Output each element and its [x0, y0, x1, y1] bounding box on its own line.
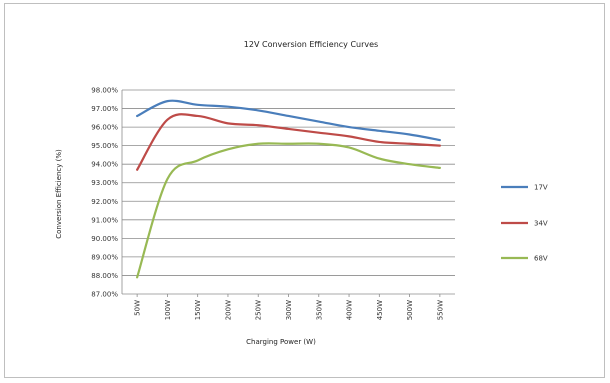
x-tick-label: 250W [255, 300, 263, 320]
series-line-68v [136, 142, 441, 279]
y-tick-label: 95.00% [91, 142, 118, 150]
x-tick-label: 350W [315, 300, 323, 320]
x-tick-labels: 50W 100W 150W 200W 250W 300W 350W 400W 450W 500W 5… [134, 300, 445, 320]
x-tick-label: 200W [224, 300, 232, 320]
x-axis-title: Charging Power (W) [246, 338, 316, 346]
series-line-17v [136, 99, 441, 142]
grid-layer [121, 89, 455, 297]
x-tick-label: 150W [194, 300, 202, 320]
x-tick-label: 50W [134, 300, 142, 316]
y-tick-label: 87.00% [91, 291, 118, 299]
x-tick-label: 550W [436, 300, 444, 320]
y-tick-label: 92.00% [91, 198, 118, 206]
legend-label-17v: 17V [534, 184, 548, 192]
chart-svg: 12V Conversion Efficiency Curves 87.00%8… [55, 40, 548, 346]
y-tick-label: 89.00% [91, 253, 118, 261]
x-tick-label: 400W [346, 300, 354, 320]
y-tick-label: 88.00% [91, 272, 118, 280]
y-axis-title: Conversion Efficiency (%) [55, 149, 63, 239]
series-line-34v [136, 113, 441, 171]
chart-frame: 12V Conversion Efficiency Curves 87.00% 8… [4, 3, 605, 378]
y-tick-label: 90.00% [91, 235, 118, 243]
y-tick-labels: 87.00% 88.00% 89.00% 90.00% 91.00% 92.00% 93.0… [91, 87, 118, 299]
y-tick-label: 93.00% [91, 179, 118, 187]
x-tick-label: 500W [406, 300, 414, 320]
y-tick-label: 94.00% [91, 161, 118, 169]
x-tick-label: 100W [164, 300, 172, 320]
y-tick-label: 98.00% [91, 87, 118, 95]
x-tick-label: 300W [285, 300, 293, 320]
x-tick-label: 450W [376, 300, 384, 320]
legend: 17V 34V 68V [501, 184, 548, 263]
legend-label-68v: 68V [534, 255, 548, 263]
y-tick-label: 91.00% [91, 216, 118, 224]
y-tick-label: 97.00% [91, 105, 118, 113]
y-tick-label: 96.00% [91, 124, 118, 132]
legend-label-34v: 34V [534, 220, 548, 228]
series-layer [136, 99, 441, 279]
chart-title: 12V Conversion Efficiency Curves [244, 40, 378, 49]
